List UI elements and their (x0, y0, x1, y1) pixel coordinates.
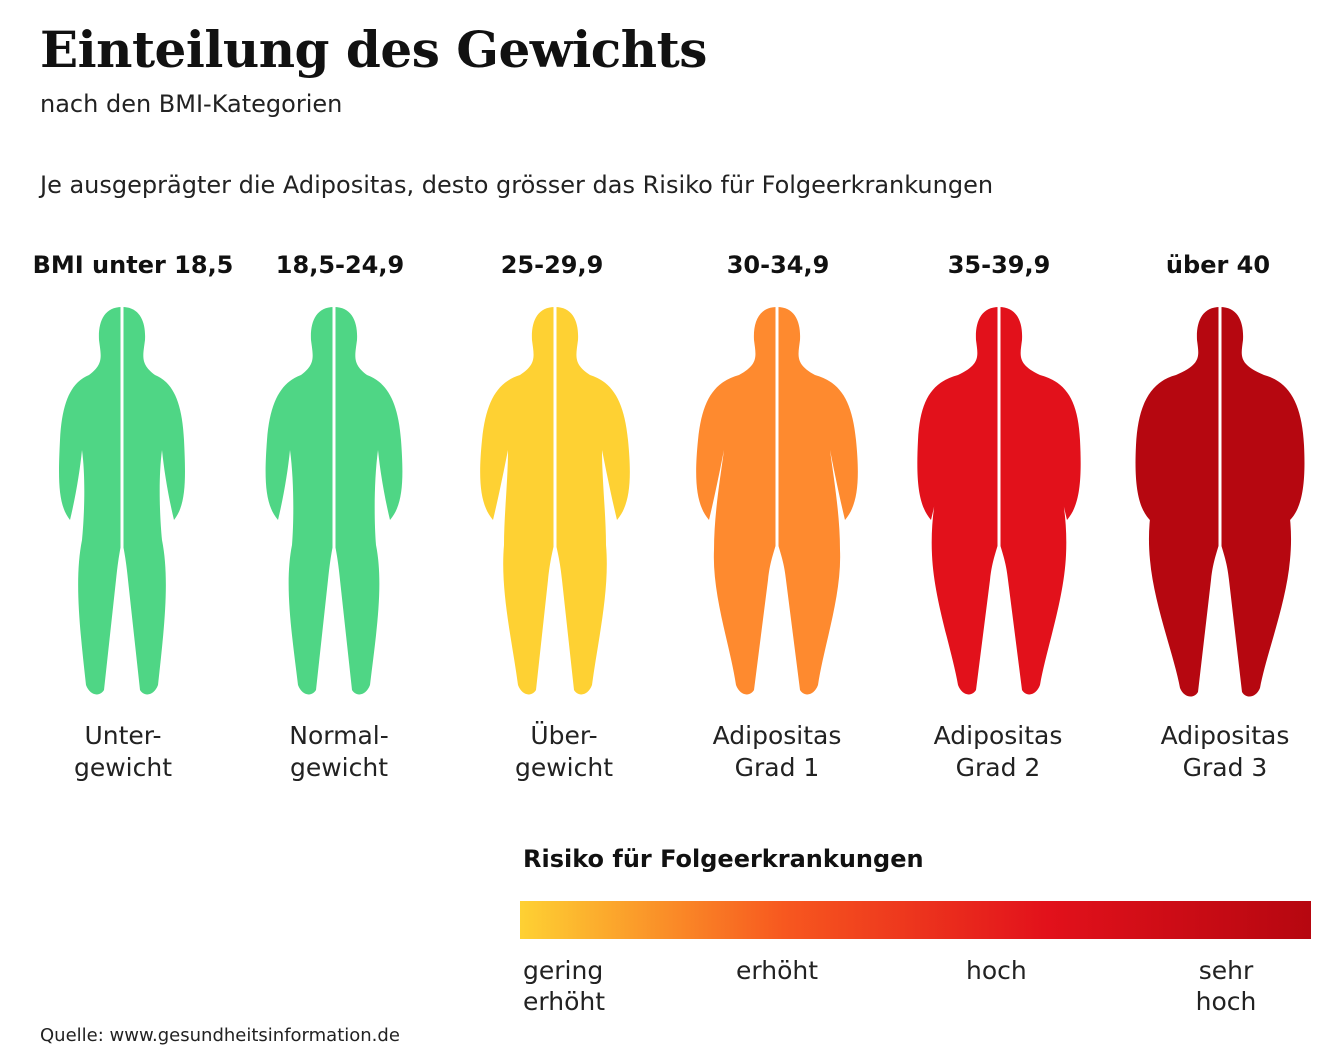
bmi-range-label: 18,5-24,9 (275, 251, 405, 279)
category-label-line: Grad 2 (955, 753, 1041, 782)
category-label-line: gewicht (289, 753, 389, 782)
risk-level-line: hoch (966, 956, 1027, 985)
category-label-line: gewicht (73, 753, 173, 782)
silhouette-normalgewicht (265, 300, 403, 700)
category-label: Unter- gewicht (3, 720, 243, 784)
silhouette-divider (997, 300, 1001, 700)
risk-level-label: hoch (966, 955, 1027, 986)
silhouette-adipositas-grad-1 (696, 300, 858, 700)
risk-level-line: gering (523, 956, 604, 985)
category-label: Adipositas Grad 3 (1105, 720, 1344, 784)
risk-title: Risiko für Folgeerkrankungen (523, 845, 924, 873)
risk-level-label: erhöht (736, 955, 818, 986)
category-label-line: Adipositas (712, 721, 842, 750)
silhouette-divider (1218, 300, 1222, 700)
bmi-range-label: 25-29,9 (500, 251, 604, 279)
bmi-range-label: 35-39,9 (947, 251, 1051, 279)
silhouette-divider (120, 300, 124, 700)
risk-level-line: hoch (1195, 987, 1257, 1016)
category-label-line: gewicht (514, 753, 614, 782)
silhouette-adipositas-grad-2 (917, 300, 1081, 700)
silhouette-adipositas-grad-3 (1135, 300, 1305, 700)
category-label: Adipositas Grad 2 (878, 720, 1118, 784)
bmi-range-label: 30-34,9 (726, 251, 830, 279)
category-label-line: Grad 1 (734, 753, 820, 782)
risk-level-line: erhöht (523, 987, 606, 1016)
bmi-range-label: BMI unter 18,5 (32, 251, 234, 279)
category-label-line: Adipositas (1160, 721, 1290, 750)
intro-text: Je ausgeprägter die Adipositas, desto gr… (40, 171, 994, 199)
category-label-line: Normal- (289, 721, 389, 750)
category-label: Adipositas Grad 1 (657, 720, 897, 784)
silhouette-untergewicht (59, 300, 185, 700)
silhouette-uebergewicht (480, 300, 630, 700)
category-label-line: Adipositas (933, 721, 1063, 750)
category-label-line: Grad 3 (1182, 753, 1268, 782)
silhouette-divider (553, 300, 557, 700)
category-label-line: Unter- (84, 721, 162, 750)
risk-level-label: sehr hoch (1194, 955, 1258, 1017)
source-note: Quelle: www.gesundheitsinformation.de (40, 1025, 400, 1046)
chart-subtitle: nach den BMI-Kategorien (40, 90, 343, 118)
category-label: Normal- gewicht (219, 720, 459, 784)
chart-title: Einteilung des Gewichts (40, 20, 707, 79)
risk-level-label: gering erhöht (523, 955, 605, 1017)
bmi-range-label: über 40 (1165, 251, 1271, 279)
category-label-line: Über- (530, 721, 598, 750)
risk-level-line: erhöht (736, 956, 819, 985)
silhouette-divider (332, 300, 336, 700)
risk-gradient-bar (520, 901, 1311, 939)
risk-level-line: sehr (1198, 956, 1254, 985)
silhouette-divider (775, 300, 779, 700)
category-label: Über- gewicht (444, 720, 684, 784)
